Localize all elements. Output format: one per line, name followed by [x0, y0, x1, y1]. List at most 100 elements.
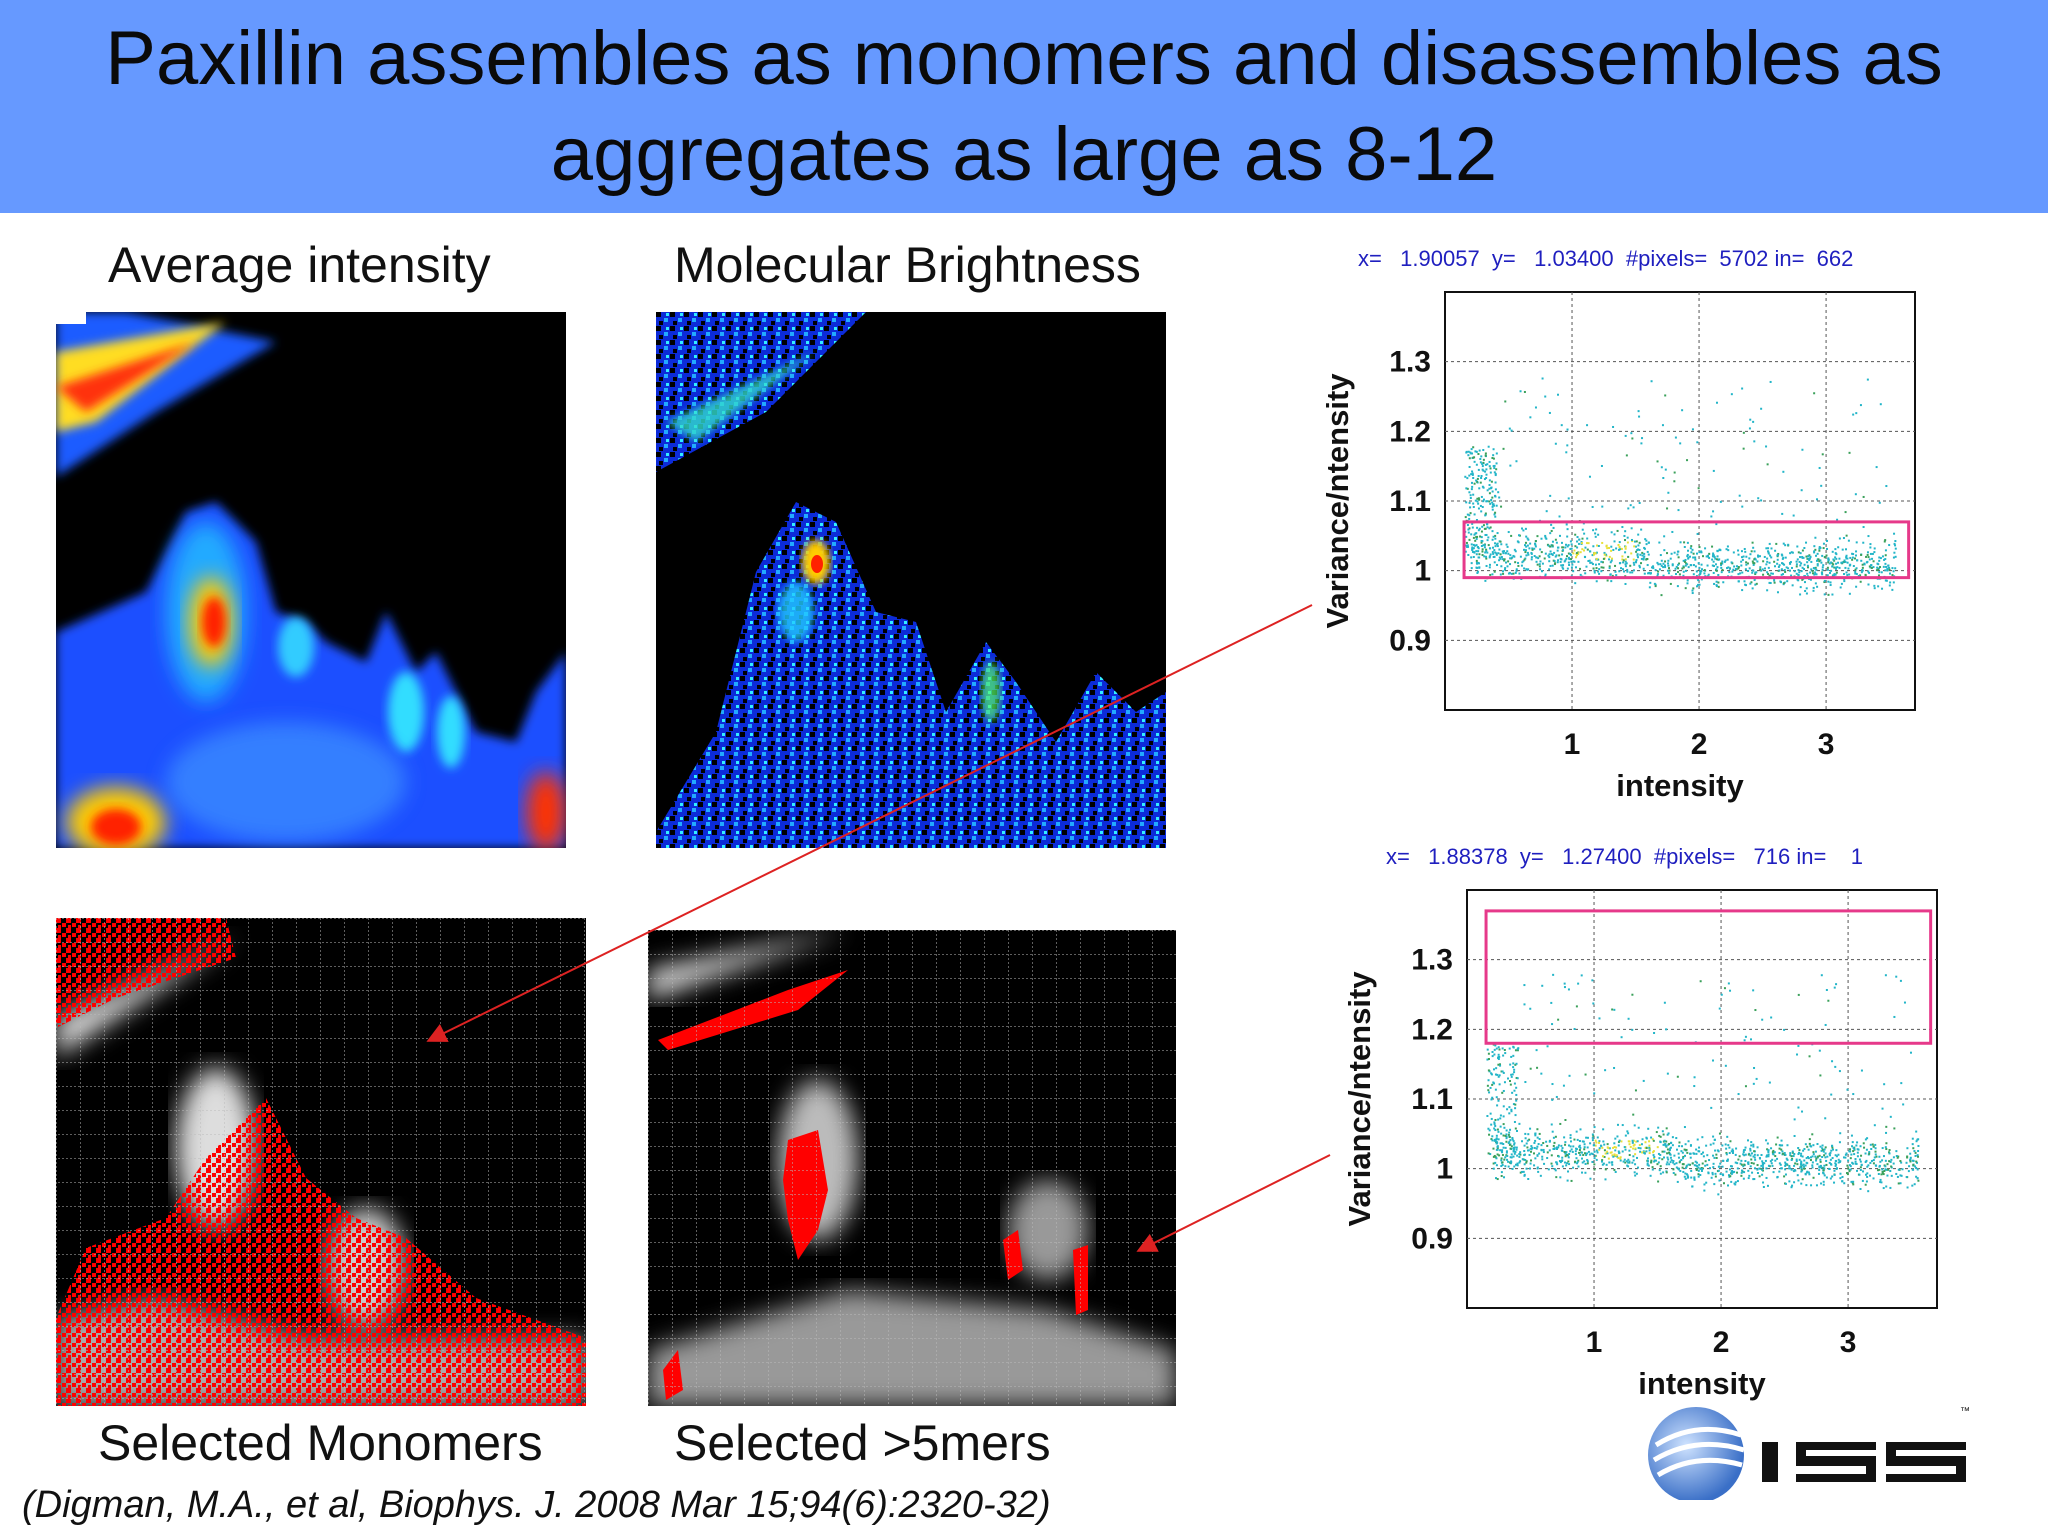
scatter-point: [1729, 1140, 1732, 1143]
scatter-point: [1469, 451, 1472, 454]
scatter-point: [1666, 1161, 1669, 1164]
scatter-point: [1466, 477, 1469, 480]
scatter-point: [1915, 1140, 1918, 1143]
scatter-point: [1656, 460, 1659, 463]
scatter-point: [1844, 560, 1847, 563]
scatter-point: [1593, 569, 1596, 572]
scatter-point: [1526, 1139, 1529, 1142]
scatter-point: [1852, 1146, 1855, 1149]
scatter-point: [1870, 1148, 1873, 1151]
scatter-point: [1837, 1161, 1840, 1164]
scatter-point: [1767, 1149, 1770, 1152]
scatter-point: [1471, 522, 1474, 525]
scatter-point: [1633, 563, 1636, 566]
scatter-point: [1877, 567, 1880, 570]
scatter-point: [1849, 1168, 1852, 1171]
scatter-point: [1778, 1152, 1781, 1155]
scatter-point: [1722, 1182, 1725, 1185]
scatter-point: [1688, 1163, 1691, 1166]
scatter-point: [1877, 1173, 1880, 1176]
scatter-point: [1561, 1159, 1564, 1162]
scatter-point: [1675, 1162, 1678, 1165]
scatter-point: [1578, 1151, 1581, 1154]
scatter-point: [1661, 1130, 1664, 1133]
scatter-point: [1481, 462, 1484, 465]
scatter-point: [1767, 1155, 1770, 1158]
scatter-point: [1772, 1171, 1775, 1174]
scatter-point: [1842, 1156, 1845, 1159]
top-x-tick-label: 3: [1818, 728, 1835, 761]
scatter-point: [1598, 1148, 1601, 1151]
scatter-point: [1502, 1105, 1505, 1108]
scatter-point: [1584, 546, 1587, 549]
scatter-point: [1552, 1144, 1555, 1147]
scatter-point: [1892, 1162, 1895, 1165]
scatter-point: [1648, 1140, 1651, 1143]
scatter-point: [1700, 568, 1703, 571]
scatter-point: [1624, 1148, 1627, 1151]
scatter-point: [1501, 1091, 1504, 1094]
scatter-point: [1762, 1185, 1765, 1188]
scatter-point: [1600, 566, 1603, 569]
scatter-point: [1855, 567, 1858, 570]
scatter-point: [1477, 475, 1480, 478]
scatter-point: [1492, 552, 1495, 555]
scatter-point: [1797, 1153, 1800, 1156]
scatter-point: [1610, 1151, 1613, 1154]
scatter-point: [1514, 1150, 1517, 1153]
scatter-point: [1850, 1180, 1853, 1183]
scatter-point: [1872, 566, 1875, 569]
scatter-point: [1821, 573, 1824, 576]
scatter-point: [1725, 1152, 1728, 1155]
scatter-point: [1797, 1106, 1800, 1109]
scatter-point: [1606, 1150, 1609, 1153]
scatter-point: [1506, 1158, 1509, 1161]
scatter-point: [1859, 404, 1862, 407]
scatter-point: [1556, 549, 1559, 552]
scatter-point: [1727, 566, 1730, 569]
scatter-point: [1513, 1120, 1516, 1123]
scatter-point: [1781, 1150, 1784, 1153]
scatter-point: [1612, 548, 1615, 551]
scatter-point: [1533, 542, 1536, 545]
scatter-point: [1785, 1163, 1788, 1166]
scatter-point: [1511, 1138, 1514, 1141]
scatter-point: [1845, 534, 1848, 537]
scatter-point: [1470, 567, 1473, 570]
scatter-point: [1506, 545, 1509, 548]
scatter-point: [1593, 571, 1596, 574]
scatter-point: [1873, 587, 1876, 590]
scatter-point: [1786, 580, 1789, 583]
scatter-point: [1482, 458, 1485, 461]
scatter-point: [1690, 551, 1693, 554]
scatter-point: [1852, 1180, 1855, 1183]
scatter-point: [1472, 493, 1475, 496]
scatter-point: [1524, 1081, 1527, 1084]
scatter-point: [1548, 1140, 1551, 1143]
scatter-point: [1720, 562, 1723, 565]
scatter-point: [1482, 461, 1485, 464]
scatter-point: [1524, 527, 1527, 530]
scatter-point: [1833, 986, 1836, 989]
scatter-point: [1477, 529, 1480, 532]
scatter-point: [1803, 568, 1806, 571]
scatter-point: [1647, 1127, 1650, 1130]
arrow-to-monomers: [426, 604, 1313, 1042]
scatter-point: [1801, 448, 1804, 451]
scatter-point: [1544, 552, 1547, 555]
scatter-point: [1542, 1151, 1545, 1154]
scatter-point: [1488, 547, 1491, 550]
scatter-point: [1591, 563, 1594, 566]
scatter-point: [1571, 1150, 1574, 1153]
scatter-point: [1500, 556, 1503, 559]
scatter-point: [1592, 529, 1595, 532]
scatter-point: [1859, 1160, 1862, 1163]
scatter-point: [1591, 554, 1594, 557]
scatter-point: [1471, 550, 1474, 553]
scatter-point: [1851, 558, 1854, 561]
scatter-point: [1543, 1162, 1546, 1165]
scatter-point: [1882, 565, 1885, 568]
scatter-point: [1789, 1154, 1792, 1157]
scatter-point: [1892, 556, 1895, 559]
scatter-point: [1565, 523, 1568, 526]
